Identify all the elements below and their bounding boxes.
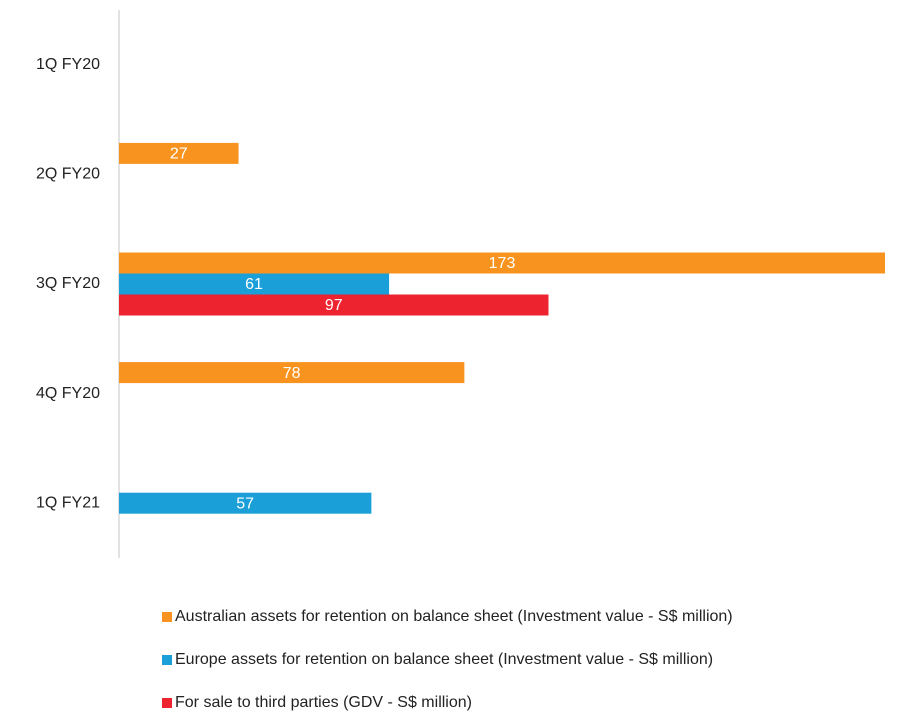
y-tick-label: 1Q FY20 [36, 56, 100, 73]
data-label: 61 [245, 276, 263, 293]
bar [119, 492, 372, 514]
data-label: 78 [283, 365, 301, 382]
y-tick-label: 2Q FY20 [36, 166, 100, 183]
legend-label: For sale to third parties (GDV - S$ mill… [175, 694, 472, 711]
bar [119, 273, 390, 295]
legend-swatch [162, 612, 172, 622]
legend-swatch [162, 698, 172, 708]
data-label: 27 [170, 146, 188, 163]
bar [119, 362, 465, 384]
legend-swatch [162, 655, 172, 665]
y-tick-label: 4Q FY20 [36, 385, 100, 402]
bar [119, 294, 549, 316]
data-label: 173 [489, 255, 516, 272]
legend-label: Australian assets for retention on balan… [175, 608, 733, 625]
y-tick-label: 1Q FY21 [36, 494, 100, 511]
data-label: 57 [236, 495, 254, 512]
legend-label: Europe assets for retention on balance s… [175, 651, 713, 668]
bar [119, 252, 885, 274]
data-label: 97 [325, 297, 343, 314]
bar [119, 142, 239, 164]
y-tick-label: 3Q FY20 [36, 275, 100, 292]
